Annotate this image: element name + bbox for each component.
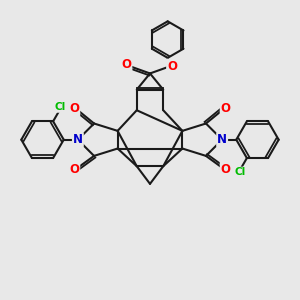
Text: Cl: Cl	[54, 102, 65, 112]
Text: O: O	[167, 60, 177, 73]
Text: N: N	[217, 133, 227, 146]
Text: O: O	[69, 163, 79, 176]
Text: O: O	[221, 163, 231, 176]
Text: O: O	[122, 58, 131, 71]
Text: Cl: Cl	[235, 167, 246, 178]
Text: O: O	[69, 102, 79, 115]
Text: N: N	[73, 133, 83, 146]
Text: O: O	[221, 102, 231, 115]
